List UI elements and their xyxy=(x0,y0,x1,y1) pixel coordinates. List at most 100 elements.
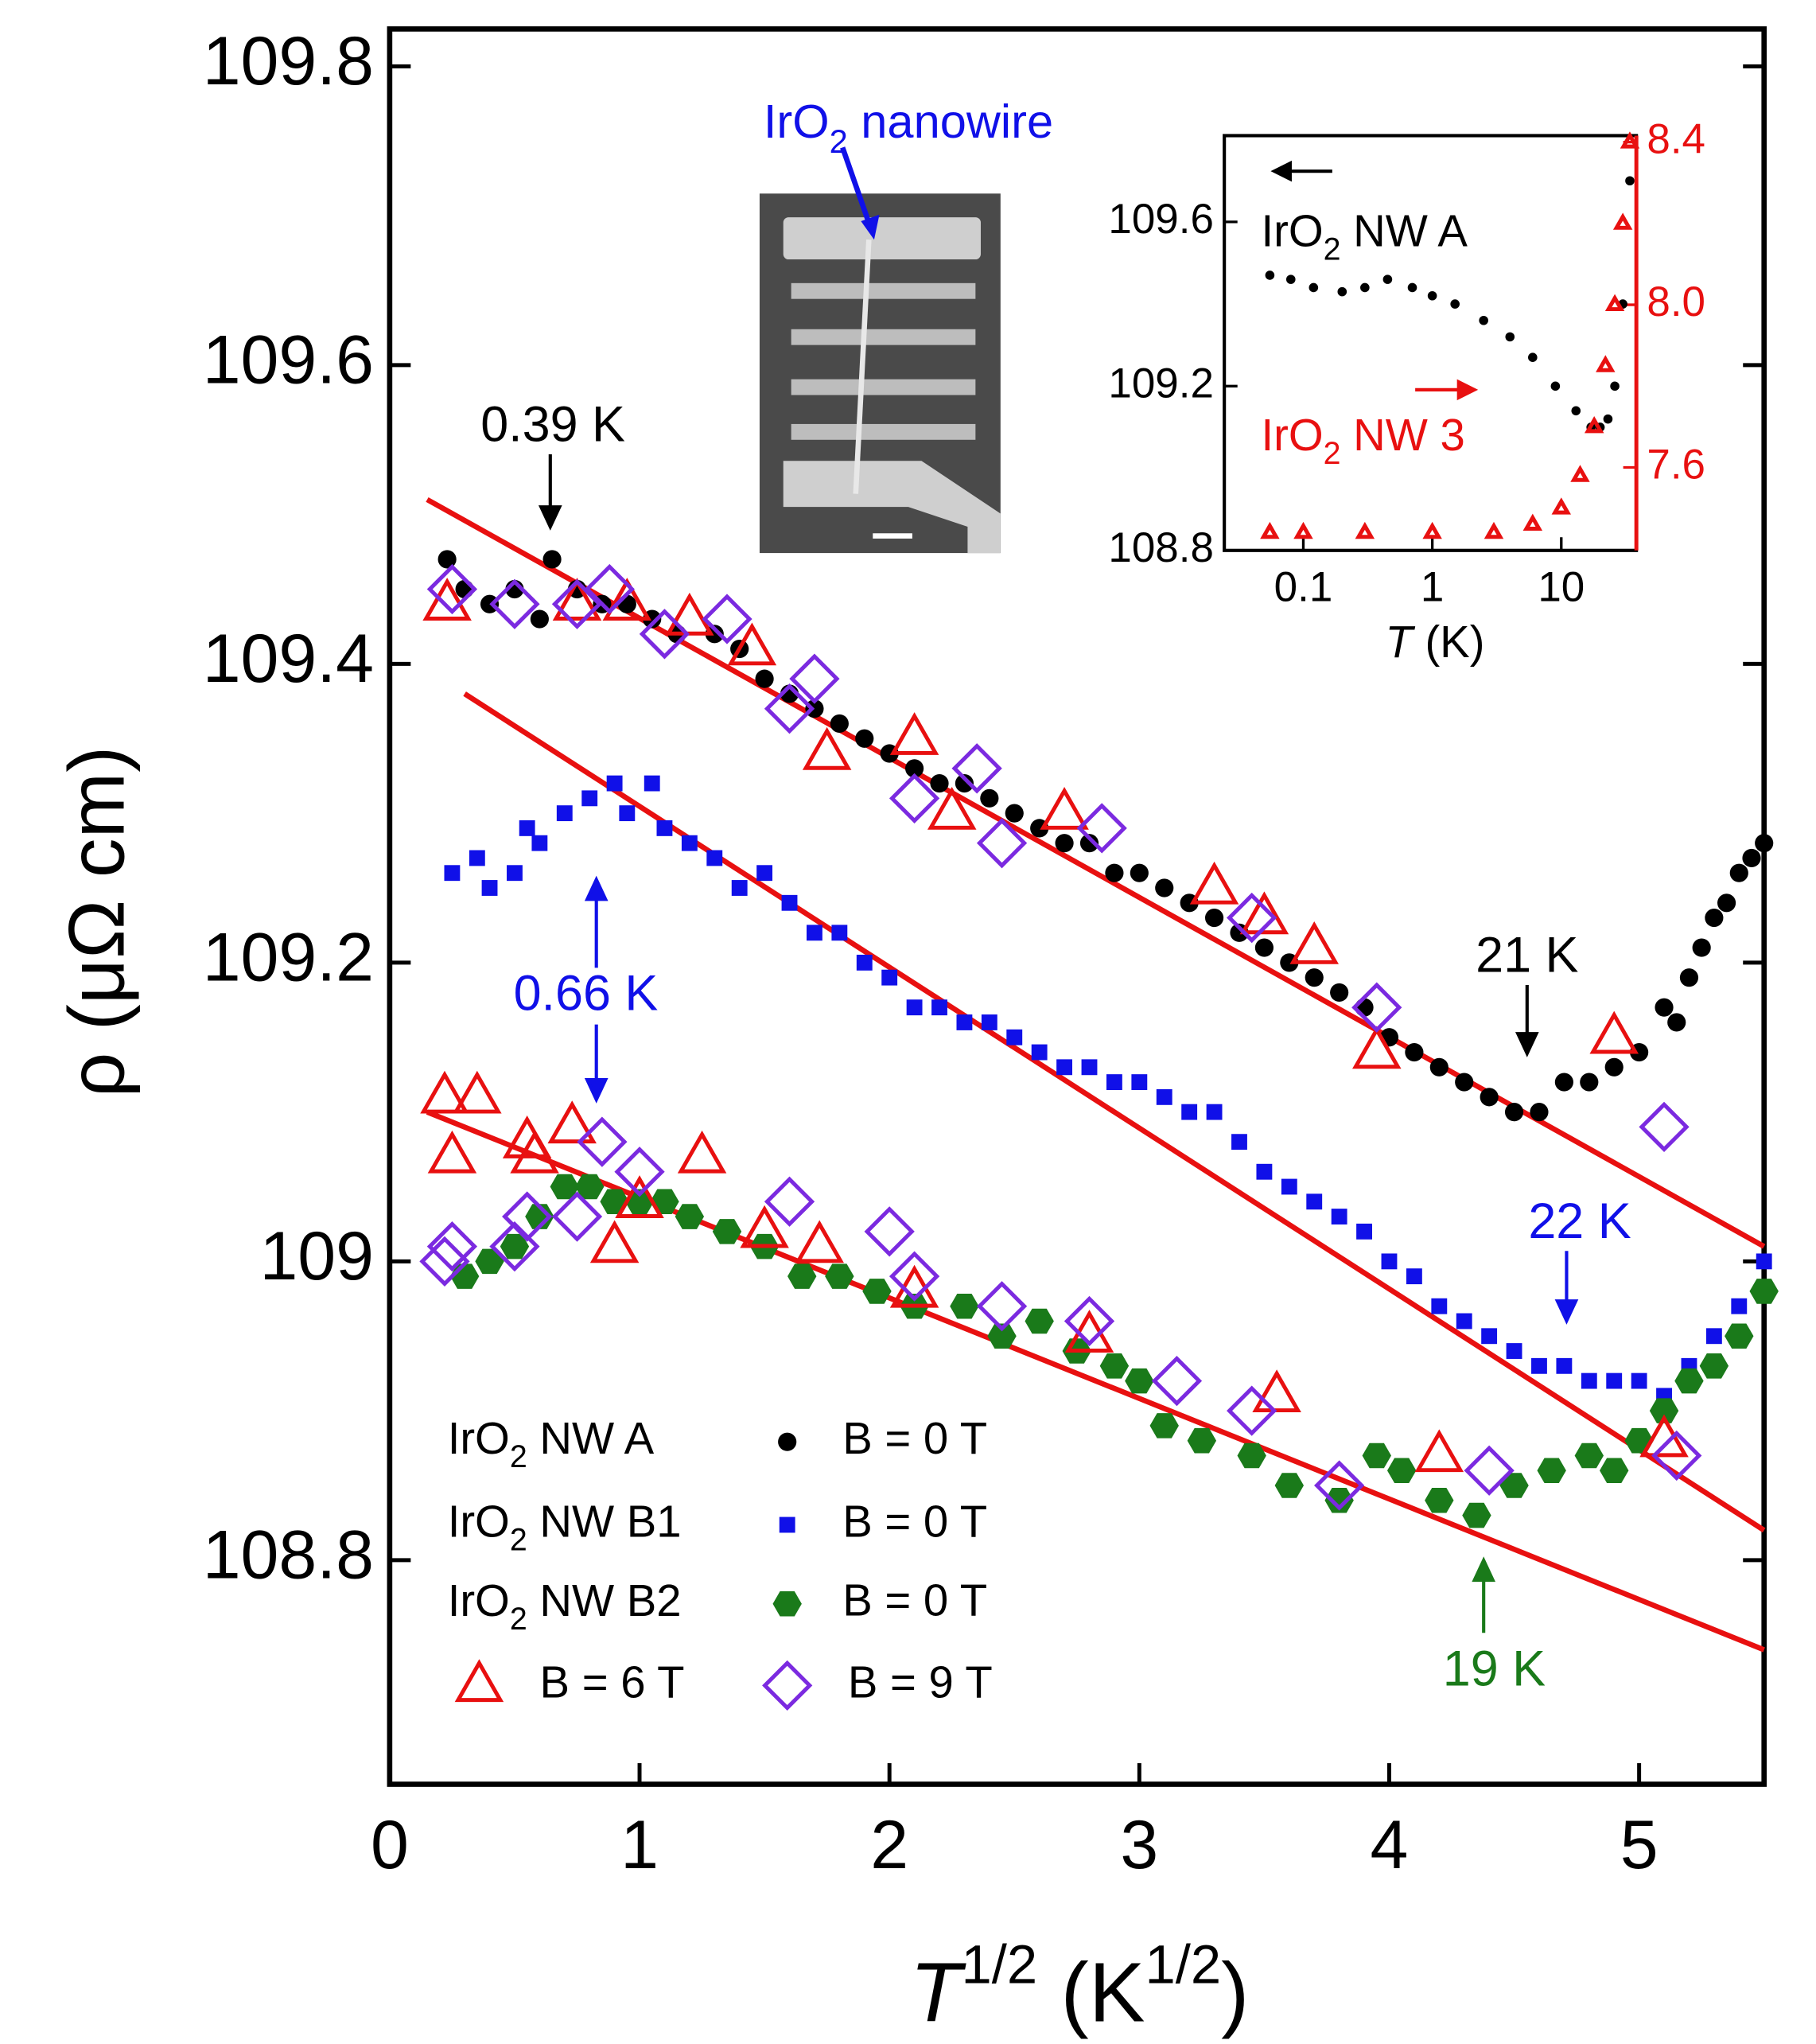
inset-series-label-part: IrO xyxy=(1261,205,1323,255)
data-point xyxy=(1227,892,1277,944)
data-point xyxy=(1425,1488,1454,1513)
data-point xyxy=(1667,1013,1686,1032)
data-point xyxy=(1031,1044,1048,1061)
y-tick-label: 109.8 xyxy=(203,23,374,99)
legend-sample-part: NW A xyxy=(527,1413,655,1463)
data-point xyxy=(1699,1353,1729,1379)
data-point xyxy=(1506,1343,1522,1359)
data-point xyxy=(551,1191,603,1242)
data-point xyxy=(615,1175,664,1218)
data-point xyxy=(1756,1253,1772,1270)
data-point xyxy=(1556,1357,1573,1374)
data-point xyxy=(1155,878,1174,897)
data-point xyxy=(1131,1074,1148,1091)
data-point xyxy=(1596,355,1616,372)
data-point xyxy=(1064,1295,1115,1347)
data-point xyxy=(1206,1104,1223,1120)
data-point xyxy=(1356,1223,1372,1240)
x-axis-label-part: (K xyxy=(1037,1945,1145,2039)
data-point xyxy=(427,1130,477,1174)
data-point xyxy=(1099,1353,1130,1379)
data-point xyxy=(1574,1442,1604,1469)
data-point xyxy=(1181,1104,1198,1120)
data-point xyxy=(980,788,999,808)
data-point xyxy=(987,1323,1017,1349)
data-point xyxy=(1056,1059,1073,1076)
data-point xyxy=(665,592,714,636)
inset-y2-tick-label: 7.6 xyxy=(1647,442,1705,489)
data-point xyxy=(1481,1328,1498,1345)
data-point xyxy=(1580,1073,1599,1092)
data-point xyxy=(1227,1385,1277,1436)
y-tick-label: 108.8 xyxy=(203,1517,374,1594)
inset-x-tick-label: 10 xyxy=(1538,563,1585,610)
data-point xyxy=(756,865,773,882)
data-point xyxy=(1081,1059,1098,1076)
data-point xyxy=(1584,415,1604,434)
data-point xyxy=(681,835,698,851)
inset-x-axis-label-part: T xyxy=(1385,617,1415,667)
data-point xyxy=(1742,848,1761,868)
legend-sample-part: 2 xyxy=(510,1602,527,1637)
data-point xyxy=(1256,1163,1273,1180)
data-point xyxy=(906,999,923,1016)
data-point xyxy=(1484,521,1504,539)
sem-image xyxy=(759,146,1001,554)
data-point xyxy=(1610,381,1620,391)
data-point xyxy=(614,1147,665,1197)
data-point xyxy=(1649,1398,1679,1423)
inset-x-axis-label-part: (K) xyxy=(1413,617,1485,667)
data-point xyxy=(581,790,598,807)
data-point xyxy=(1717,894,1736,913)
data-point xyxy=(795,1220,844,1263)
data-point xyxy=(955,773,974,793)
data-point xyxy=(864,1206,915,1257)
data-point xyxy=(1422,521,1442,539)
data-point xyxy=(1554,1073,1573,1092)
data-point xyxy=(889,773,940,823)
inset-y2-tick-label: 8.4 xyxy=(1647,116,1705,163)
data-point xyxy=(1285,274,1296,284)
data-point xyxy=(1604,294,1625,312)
data-point xyxy=(584,563,635,615)
data-point xyxy=(787,1263,817,1289)
data-point xyxy=(825,1263,854,1289)
data-point xyxy=(802,726,852,770)
data-point xyxy=(1305,968,1324,987)
legend-sample-part: IrO xyxy=(448,1575,510,1625)
data-point xyxy=(677,1130,727,1174)
legend-sample-part: 2 xyxy=(510,1523,527,1558)
data-point xyxy=(475,1248,504,1275)
data-point xyxy=(574,1174,605,1200)
data-point xyxy=(426,563,478,615)
x-tick-label: 5 xyxy=(1620,1807,1659,1883)
data-point xyxy=(1265,271,1275,280)
data-point xyxy=(1725,1323,1754,1349)
data-point xyxy=(500,1233,530,1259)
data-point xyxy=(606,775,623,792)
y-tick-label: 109.2 xyxy=(203,920,374,996)
legend-label: B = 0 T xyxy=(842,1575,987,1625)
data-point xyxy=(1187,1427,1217,1454)
data-point xyxy=(702,594,752,644)
data-point xyxy=(1252,1369,1301,1413)
x-axis-label-part: 1/2 xyxy=(1145,1933,1221,1995)
inset-series-label: IrO2 NW 3 xyxy=(1261,410,1464,472)
data-point xyxy=(1651,1430,1702,1481)
data-point xyxy=(1603,414,1613,424)
inset-series-label-part: 2 xyxy=(1324,437,1341,472)
x-tick-label: 2 xyxy=(870,1807,908,1883)
legend-sample: IrO2 NW A xyxy=(448,1413,655,1475)
data-point xyxy=(1306,1193,1323,1210)
legend-label: B = 0 T xyxy=(842,1496,987,1546)
data-point xyxy=(1106,1074,1122,1091)
data-point xyxy=(930,773,949,793)
inset-y-tick-label: 109.6 xyxy=(1108,196,1214,243)
data-point xyxy=(1149,1413,1179,1439)
inset-frame xyxy=(1223,134,1639,552)
data-point xyxy=(727,622,777,666)
data-point xyxy=(1462,1502,1491,1528)
data-point xyxy=(644,775,660,792)
data-point xyxy=(1386,1458,1417,1484)
data-point xyxy=(1571,406,1581,416)
